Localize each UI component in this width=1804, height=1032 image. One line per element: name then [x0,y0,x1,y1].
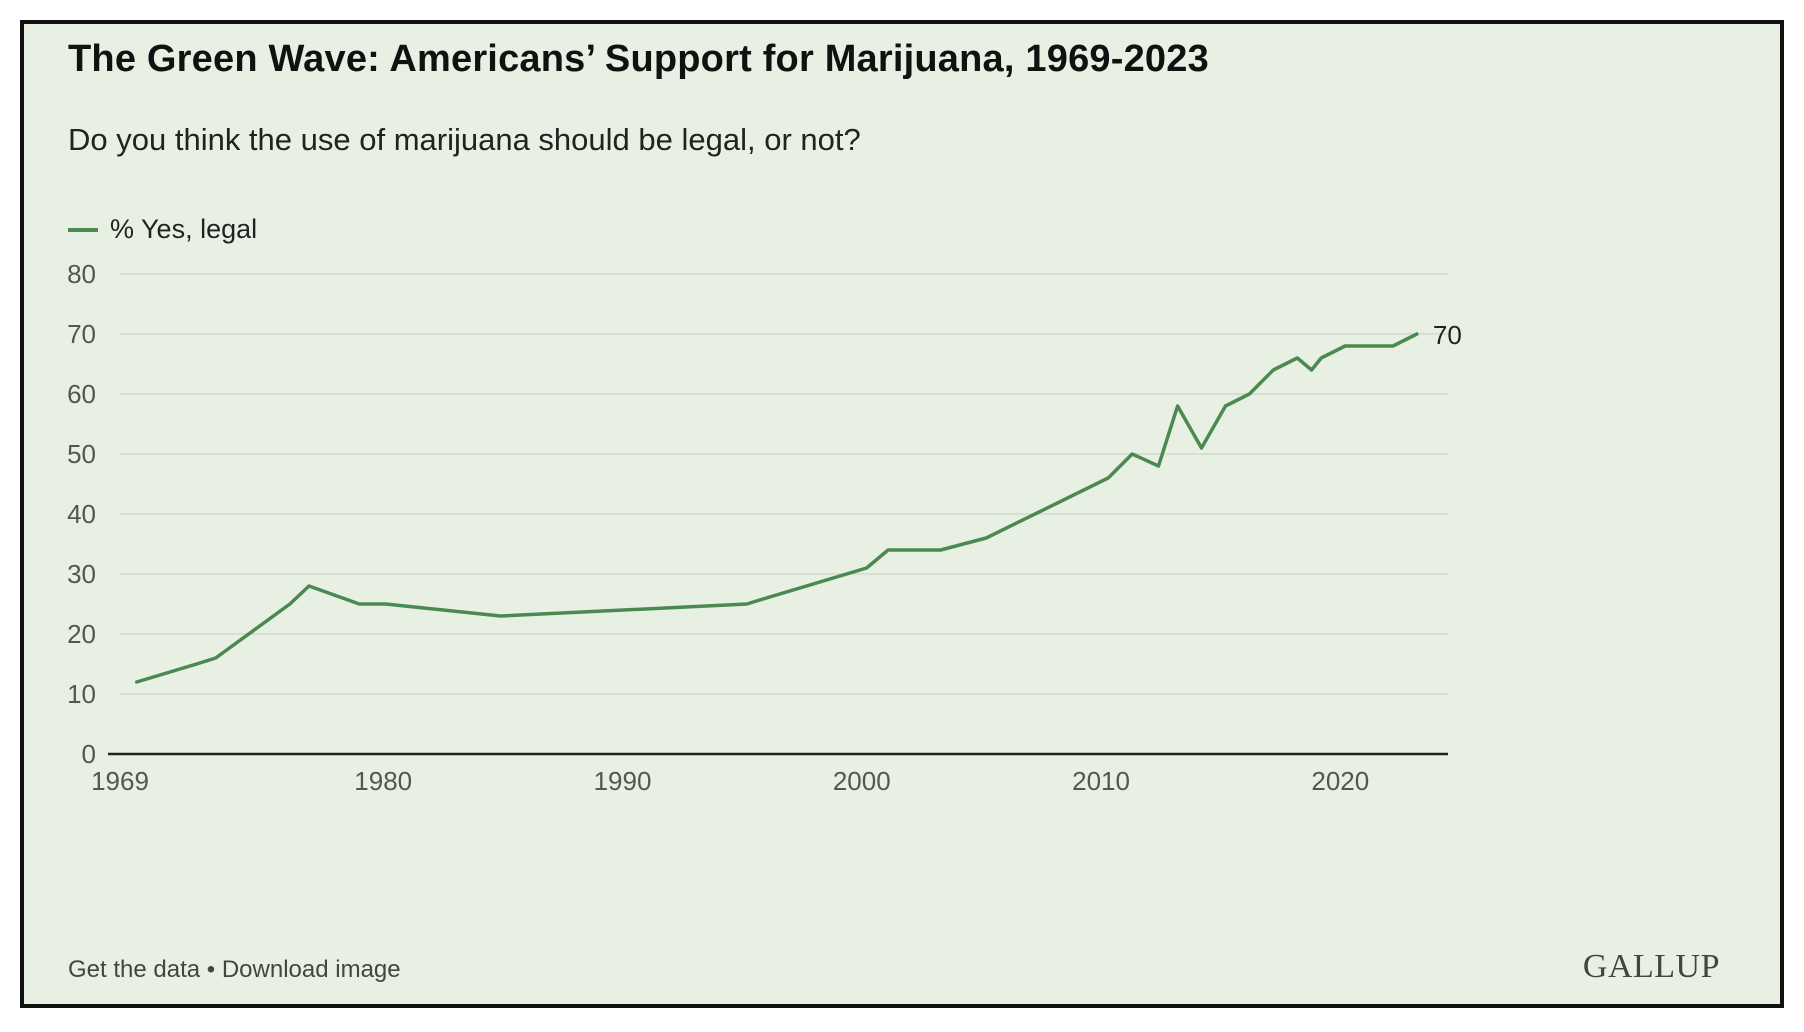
y-tick-label: 30 [67,559,96,589]
y-tick-label: 40 [67,499,96,529]
y-tick-label: 10 [67,679,96,709]
chart-title: The Green Wave: Americans’ Support for M… [68,38,1209,80]
x-tick-label: 2010 [1072,766,1130,796]
y-tick-label: 50 [67,439,96,469]
line-chart: 0 10 20 30 40 50 60 70 80 1969 1980 1990 2000 2010 202… [67,259,1462,796]
legend-label: % Yes, legal [110,214,258,244]
x-tick-label: 2000 [833,766,891,796]
footer-links: Get the data • Download image [68,956,401,984]
download-image-link[interactable]: Download image [221,956,401,983]
y-tick-label: 80 [67,259,96,289]
chart-subtitle: Do you think the use of marijuana should… [68,122,861,157]
x-tick-label: 1980 [354,766,412,796]
legend-swatch [68,227,98,232]
chart-card: The Green Wave: Americans’ Support for M… [20,20,1784,1008]
footer-separator: • [200,956,222,983]
x-tick-label: 2020 [1311,766,1369,796]
y-tick-label: 20 [67,619,96,649]
end-value-label: 70 [1433,320,1462,350]
y-tick-label: 60 [67,379,96,409]
gallup-logo: GALLUP [1582,948,1720,985]
x-tick-label: 1969 [91,766,149,796]
x-tick-label: 1990 [594,766,652,796]
legend[interactable]: % Yes, legal [68,214,257,245]
get-data-link[interactable]: Get the data [68,956,201,983]
series-line-yes-legal[interactable] [134,332,1419,684]
y-tick-label: 0 [82,739,96,769]
y-tick-label: 70 [67,319,96,349]
